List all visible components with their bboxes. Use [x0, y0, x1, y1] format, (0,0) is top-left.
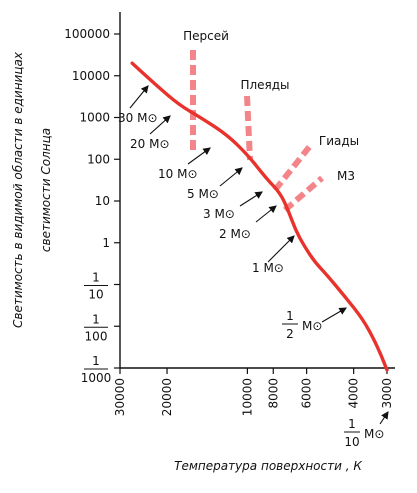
mass-label-den: 2: [286, 327, 294, 341]
y-tick-label: 10000: [72, 69, 110, 83]
y-axis-label: Светимость в видимой области в единицах с…: [11, 51, 53, 328]
mass-arrow: [219, 167, 243, 187]
m3-sequence: [283, 175, 324, 213]
mass-label: 5 M⊙: [187, 187, 219, 201]
cluster-label: Персей: [183, 29, 229, 43]
x-tick-label: 10000: [240, 378, 254, 416]
y-tick-label-den: 10: [88, 288, 103, 302]
mass-label: 2 M⊙: [219, 227, 251, 241]
mass-arrow: [149, 115, 171, 135]
mass-arrow: [129, 85, 149, 109]
main-sequence-line: [130, 61, 389, 372]
cluster-label: Плеяды: [240, 78, 289, 92]
x-tick-label: 8000: [266, 378, 280, 409]
mass-label: 1 M⊙: [252, 261, 284, 275]
x-axis-label: Температура поверхности , К: [174, 459, 362, 473]
y-tick-label: 1000: [79, 111, 110, 125]
y-tick-label-num: 1: [92, 354, 100, 368]
y-tick-label-num: 1: [92, 312, 100, 326]
y-tick-label: 10: [95, 194, 110, 208]
y-tick-label-den: 100: [85, 329, 108, 343]
y-axis-label-line: светимости Солнца: [39, 128, 53, 252]
mass-label-den: 10: [344, 435, 359, 449]
main-sequence-series: [130, 61, 389, 372]
mass-label: 20 M⊙: [130, 137, 170, 151]
mass-label: 10 M⊙: [158, 167, 198, 181]
x-tick-label: 30000: [113, 378, 127, 416]
mass-arrow: [187, 147, 211, 165]
pleiades-sequence: [244, 95, 253, 161]
y-tick-label-num: 1: [92, 271, 100, 285]
cluster-label: Гиады: [319, 134, 359, 148]
mass-label-num: 1: [348, 417, 356, 431]
y-tick-label: 100000: [64, 27, 110, 41]
cluster-label: М3: [337, 169, 355, 183]
mass-arrow: [255, 205, 277, 223]
mass-arrow: [321, 307, 347, 323]
mass-label-unit: M⊙: [364, 427, 384, 441]
mass-label: 30 M⊙: [118, 111, 158, 125]
x-tick-label: 6000: [300, 378, 314, 409]
cluster-sequences: Персей Плеяды Гиады М3: [183, 29, 359, 213]
x-tick-label: 20000: [160, 378, 174, 416]
mass-arrow: [239, 191, 263, 207]
y-tick-label-den: 1000: [81, 371, 112, 385]
mass-annotations: 30 M⊙ 20 M⊙ 10 M⊙ 5 M⊙ 3 M⊙ 2 M⊙ 1 M⊙ 1 2 M⊙ 1 10 M⊙: [118, 85, 389, 449]
x-tick-label: 4000: [347, 378, 361, 409]
hyades-sequence: [272, 144, 313, 192]
mass-arrow: [379, 411, 389, 425]
mass-label: 3 M⊙: [203, 207, 235, 221]
y-axis-label-line: Светимость в видимой области в единицах: [11, 51, 25, 328]
y-tick-label: 1: [102, 236, 110, 250]
mass-label-unit: M⊙: [302, 319, 322, 333]
x-tick-label: 3000: [380, 378, 394, 409]
mass-arrow: [267, 235, 295, 263]
mass-label-num: 1: [286, 309, 294, 323]
y-tick-label: 100: [87, 152, 110, 166]
